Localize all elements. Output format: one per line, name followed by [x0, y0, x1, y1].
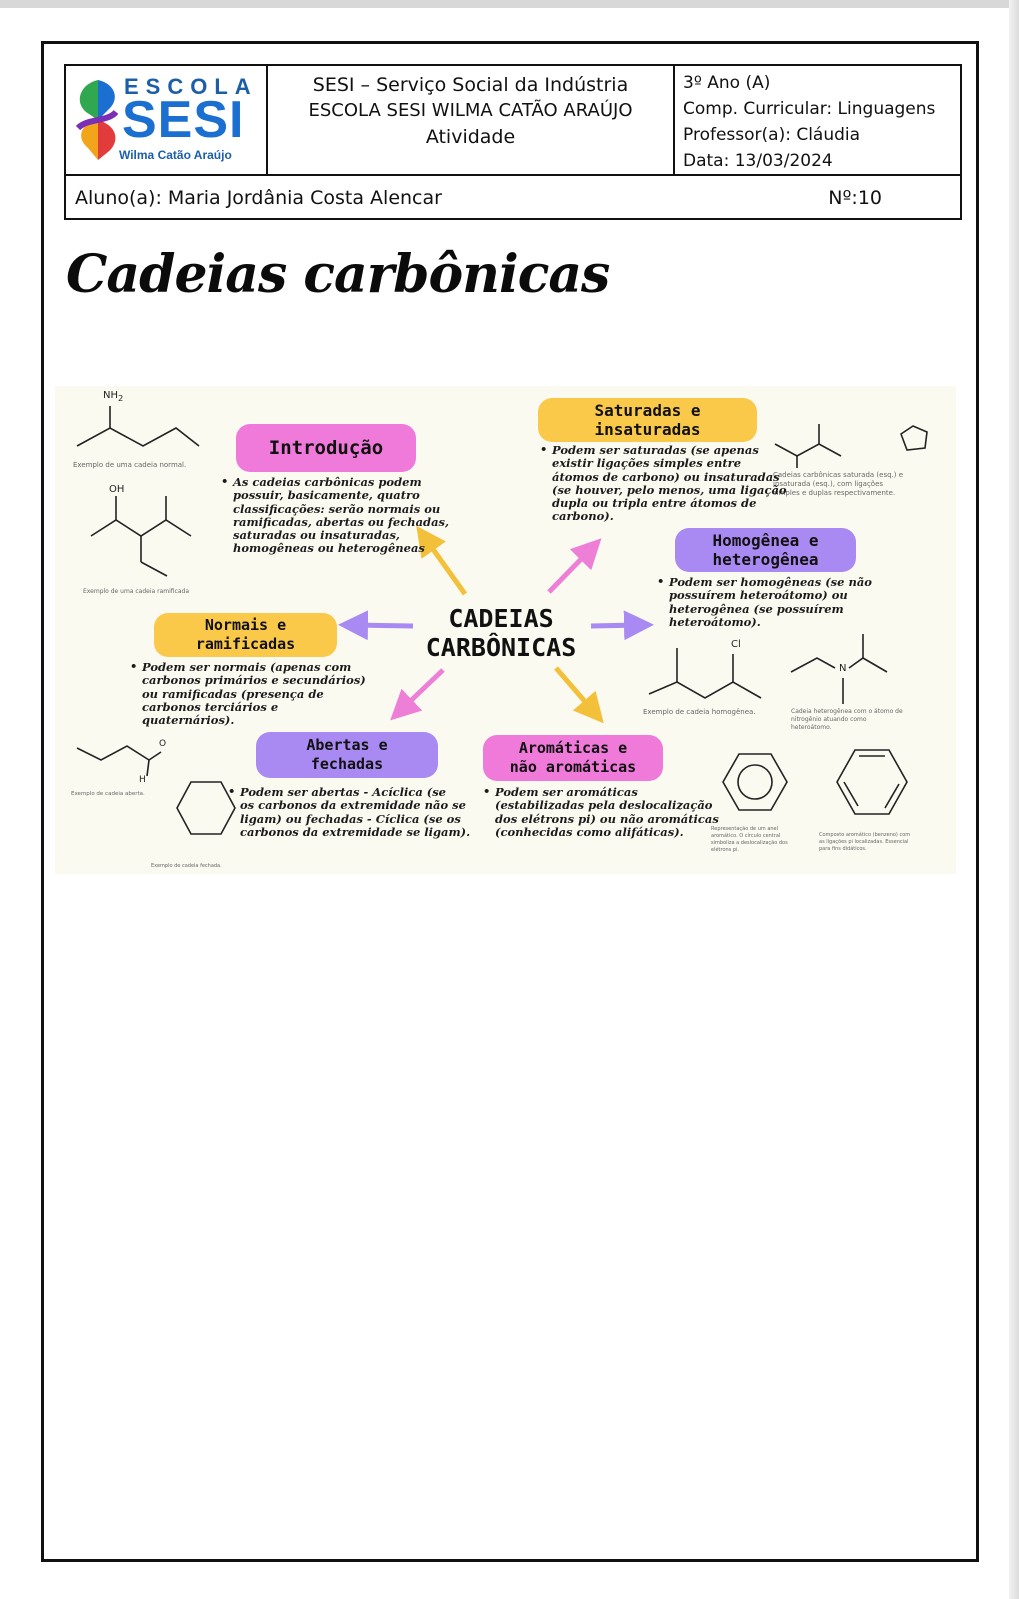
unsaturated-ring-structure: [900, 425, 928, 451]
header-row-student: Aluno(a): Maria Jordânia Costa Alencar N…: [66, 176, 960, 220]
caption-benzeno: Composto aromático (benzeno) com as liga…: [819, 832, 911, 852]
arrow-normais: [338, 610, 414, 641]
arrow-aromaticas: [554, 666, 604, 724]
caption-ramificada: Exemplo de uma cadeia ramificada: [83, 588, 190, 595]
atom-nh2: NH2: [103, 390, 124, 403]
caption-anel-aromatico: Representação de um anel aromático. O cí…: [711, 826, 788, 853]
caption-heterogenea: Cadeia heterogênea com o átomo de nitrog…: [791, 708, 903, 731]
logo-escola-text: ESCOLA: [124, 74, 258, 99]
header-info-block: 3º Ano (A) Comp. Curricular: Linguagens …: [673, 66, 960, 174]
page-title: Cadeias carbônicas: [66, 244, 610, 305]
page-edge-shadow: [1009, 0, 1019, 1599]
document-type: Atividade: [425, 126, 516, 148]
mind-map-image: NH2 OH Cl N O H Exemplo de uma cadeia no…: [55, 386, 956, 874]
text-abertas: • Podem ser abertas - Acíclica (se os ca…: [228, 784, 471, 839]
aromatic-ring-structure: [722, 753, 788, 811]
pill-saturadas: Saturadas e insaturadas: [538, 398, 757, 442]
date-label: Data: 13/03/2024: [683, 151, 833, 171]
central-topic: CADEIAS CARBÔNICAS: [425, 604, 577, 662]
text-introducao: • As cadeias carbônicas podem possuir, b…: [221, 474, 450, 556]
chemical-structures-drawing: [76, 406, 928, 835]
teacher-label: Professor(a): Cláudia: [683, 125, 861, 145]
homogeneous-chain-structure: [648, 681, 762, 699]
school-logo: ESCOLA SESI Wilma Catão Araújo: [66, 66, 268, 174]
pill-homogenea: Homogênea e heterogênea: [675, 528, 856, 572]
caption-normal: Exemplo de uma cadeia normal.: [73, 461, 187, 469]
atom-h: H: [139, 775, 146, 785]
closed-chain-structure: [176, 781, 236, 835]
logo-sesi-text: SESI: [122, 91, 245, 149]
worksheet-page: ESCOLA SESI Wilma Catão Araújo SESI – Se…: [41, 41, 979, 1562]
text-saturadas: • Podem ser saturadas (se apenas existir…: [540, 442, 787, 524]
pill-normais: Normais e ramificadas: [154, 613, 337, 657]
atom-o: O: [159, 739, 167, 749]
header-institution-block: SESI – Serviço Social da Indústria ESCOL…: [268, 66, 673, 174]
arrow-saturadas: [547, 538, 602, 594]
caption-aberta: Exemplo de cadeia aberta.: [71, 791, 145, 797]
atom-cl: Cl: [731, 639, 741, 650]
saturated-chain-structure: [774, 443, 842, 457]
student-name: Aluno(a): Maria Jordânia Costa Alencar: [75, 187, 442, 209]
arrow-abertas: [390, 668, 445, 721]
branched-chain-structure: [90, 519, 192, 537]
caption-fechada: Exemplo de cadeia fechada.: [151, 863, 222, 869]
caption-homogenea: Exemplo de cadeia homogênea.: [643, 708, 756, 716]
normal-chain-structure: [76, 427, 200, 447]
open-chain-structure: [76, 745, 150, 761]
pill-introducao: Introdução: [236, 424, 416, 472]
atom-oh: OH: [109, 484, 125, 495]
pill-abertas: Abertas e fechadas: [256, 732, 438, 778]
caption-saturada: Cadeias carbônicas saturada (esq.) e ins…: [773, 471, 904, 497]
text-aromaticas: • Podem ser aromáticas (estabilizadas pe…: [483, 784, 719, 839]
institution-name: SESI – Serviço Social da Indústria: [312, 74, 629, 96]
grade-label: 3º Ano (A): [683, 73, 771, 93]
logo-emblem-icon: [75, 80, 119, 160]
arrow-homogenea: [590, 610, 654, 641]
benzene-structure: [836, 749, 908, 815]
atom-n: N: [839, 663, 847, 674]
top-strip: [0, 0, 1019, 8]
arrow-introducao: [416, 525, 468, 596]
logo-school-name: Wilma Catão Araújo: [119, 148, 232, 162]
text-normais: • Podem ser normais (apenas com carbonos…: [130, 659, 366, 728]
subject-label: Comp. Curricular: Linguagens: [683, 99, 936, 119]
student-number: Nº:10: [828, 187, 882, 209]
header-row-top: ESCOLA SESI Wilma Catão Araújo SESI – Se…: [66, 66, 960, 176]
pill-aromaticas: Aromáticas e não aromáticas: [483, 735, 663, 781]
school-name: ESCOLA SESI WILMA CATÃO ARAÚJO: [308, 100, 633, 121]
header-table: ESCOLA SESI Wilma Catão Araújo SESI – Se…: [64, 64, 962, 220]
text-homogenea: • Podem ser homogêneas (se não possuírem…: [657, 574, 872, 629]
heterogeneous-chain-structure: [790, 657, 836, 673]
